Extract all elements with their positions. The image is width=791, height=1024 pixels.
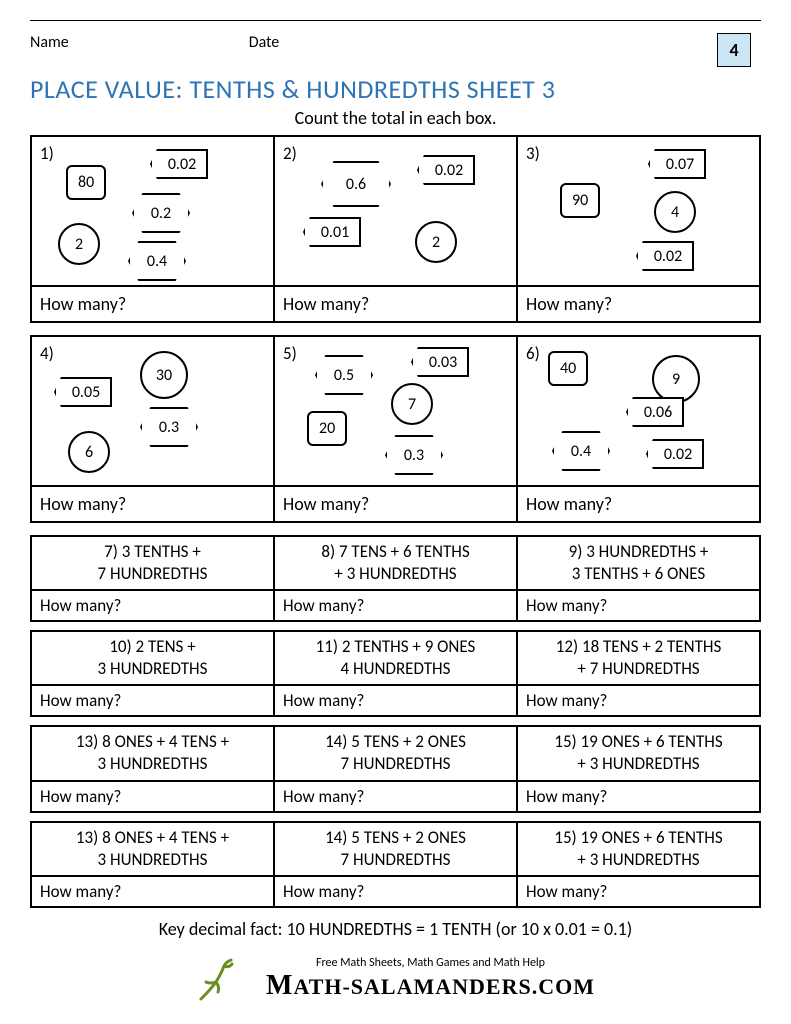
answer-cell[interactable]: How many? [274, 486, 517, 522]
shape-hex: 0.4 [552, 431, 610, 471]
word-question: 13) 8 ONES + 4 TENS +3 HUNDREDTHS [31, 726, 274, 780]
answer-cell[interactable]: How many? [31, 486, 274, 522]
salamander-icon [196, 954, 246, 1004]
shape-grid-bottom: 4)0.05 30 0.3 6 5) 0.5 0.03 7 20 0.3 6) 40 90.06 0.4 0… [30, 335, 761, 523]
answer-cell[interactable]: How many? [274, 590, 517, 621]
word-question: 7) 3 TENTHS +7 HUNDREDTHS [31, 536, 274, 590]
shape-rect: 40 [548, 351, 588, 386]
word-question: 11) 2 TENTHS + 9 ONES4 HUNDREDTHS [274, 631, 517, 685]
shape-pent: 0.01 [303, 217, 361, 247]
name-label: Name [30, 33, 69, 52]
footer: Free Math Sheets, Math Games and Math He… [30, 954, 761, 1004]
answer-cell[interactable]: How many? [274, 286, 517, 322]
answer-cell[interactable]: How many? [31, 876, 274, 907]
footer-tagline: Free Math Sheets, Math Games and Math He… [266, 956, 595, 970]
word-row: 13) 8 ONES + 4 TENS +3 HUNDREDTHS14) 5 T… [30, 821, 761, 908]
word-row: 13) 8 ONES + 4 TENS +3 HUNDREDTHS14) 5 T… [30, 725, 761, 812]
answer-cell[interactable]: How many? [274, 685, 517, 716]
footer-brand: MMATH-SALAMANDERS.COMATH-SALAMANDERS.COM [266, 970, 595, 1002]
word-question: 9) 3 HUNDREDTHS +3 TENTHS + 6 ONES [517, 536, 760, 590]
key-fact: Key decimal fact: 10 HUNDREDTHS = 1 TENT… [30, 918, 761, 940]
answer-cell[interactable]: How many? [274, 876, 517, 907]
shape-rect: 90 [560, 183, 600, 218]
word-question: 14) 5 TENS + 2 ONES7 HUNDREDTHS [274, 726, 517, 780]
answer-cell[interactable]: How many? [31, 590, 274, 621]
page-title: PLACE VALUE: TENTHS & HUNDREDTHS SHEET 3 [30, 73, 761, 105]
header-fields: Name Date [30, 33, 279, 52]
answer-cell[interactable]: How many? [517, 486, 760, 522]
date-label: Date [249, 33, 280, 52]
shape-hex: 0.4 [128, 241, 186, 281]
shape-circle: 9 [652, 355, 700, 403]
word-row: 7) 3 TENTHS +7 HUNDREDTHS8) 7 TENS + 6 T… [30, 535, 761, 622]
question-number: 3) [526, 143, 540, 164]
shape-hex: 0.5 [315, 355, 373, 395]
answer-cell[interactable]: How many? [31, 781, 274, 812]
shape-circle: 7 [391, 383, 433, 425]
header: Name Date 4 [30, 33, 761, 67]
word-problems: 7) 3 TENTHS +7 HUNDREDTHS8) 7 TENS + 6 T… [30, 535, 761, 908]
shape-circle: 4 [654, 191, 696, 233]
word-question: 12) 18 TENS + 2 TENTHS+ 7 HUNDREDTHS [517, 631, 760, 685]
answer-cell[interactable]: How many? [517, 876, 760, 907]
word-question: 8) 7 TENS + 6 TENTHS+ 3 HUNDREDTHS [274, 536, 517, 590]
question-number: 5) [283, 343, 297, 364]
shape-grid-top: 1) 80 0.02 0.2 2 0.4 2) 0.6 0.02 0.01 2 3) 0.07 90 4 0.… [30, 135, 761, 323]
question-box: 4)0.05 30 0.3 6 [31, 336, 274, 486]
shape-rect: 20 [307, 411, 347, 446]
subtitle: Count the total in each box. [30, 107, 761, 129]
shape-pent: 0.05 [54, 377, 112, 407]
answer-cell[interactable]: How many? [31, 685, 274, 716]
answer-cell[interactable]: How many? [517, 685, 760, 716]
grade-badge: 4 [717, 33, 751, 67]
grade-number: 4 [729, 39, 738, 61]
shape-pent: 0.07 [648, 149, 706, 179]
shape-hex: 0.2 [132, 193, 190, 233]
shape-circle: 2 [58, 223, 100, 265]
shape-hex: 0.3 [140, 407, 198, 447]
shape-pent: 0.02 [150, 149, 208, 179]
question-number: 6) [526, 343, 540, 364]
word-question: 15) 19 ONES + 6 TENTHS+ 3 HUNDREDTHS [517, 726, 760, 780]
shape-hex: 0.3 [385, 435, 443, 475]
question-number: 4) [40, 343, 54, 364]
shape-circle: 6 [68, 431, 110, 473]
question-box: 1) 80 0.02 0.2 2 0.4 [31, 136, 274, 286]
answer-cell[interactable]: How many? [274, 781, 517, 812]
shape-pent: 0.02 [417, 155, 475, 185]
answer-cell[interactable]: How many? [517, 781, 760, 812]
answer-cell[interactable]: How many? [31, 286, 274, 322]
question-number: 2) [283, 143, 297, 164]
shape-pent: 0.02 [636, 241, 694, 271]
word-question: 10) 2 TENS +3 HUNDREDTHS [31, 631, 274, 685]
question-number: 1) [40, 143, 54, 164]
word-question: 13) 8 ONES + 4 TENS +3 HUNDREDTHS [31, 822, 274, 876]
shape-rect: 80 [66, 165, 106, 200]
shape-circle: 30 [140, 351, 188, 399]
footer-branding: Free Math Sheets, Math Games and Math He… [266, 956, 595, 1002]
shape-pent: 0.02 [646, 439, 704, 469]
question-box: 5) 0.5 0.03 7 20 0.3 [274, 336, 517, 486]
shape-pent: 0.06 [626, 397, 684, 427]
word-question: 15) 19 ONES + 6 TENTHS+ 3 HUNDREDTHS [517, 822, 760, 876]
shape-hex: 0.6 [321, 161, 391, 207]
question-box: 3) 0.07 90 4 0.02 [517, 136, 760, 286]
question-box: 6) 40 90.06 0.4 0.02 [517, 336, 760, 486]
question-box: 2) 0.6 0.02 0.01 2 [274, 136, 517, 286]
word-row: 10) 2 TENS +3 HUNDREDTHS11) 2 TENTHS + 9… [30, 630, 761, 717]
shape-pent: 0.03 [411, 347, 469, 377]
word-question: 14) 5 TENS + 2 ONES7 HUNDREDTHS [274, 822, 517, 876]
shape-circle: 2 [415, 221, 457, 263]
answer-cell[interactable]: How many? [517, 590, 760, 621]
worksheet-page: Name Date 4 PLACE VALUE: TENTHS & HUNDRE… [30, 20, 761, 1004]
answer-cell[interactable]: How many? [517, 286, 760, 322]
